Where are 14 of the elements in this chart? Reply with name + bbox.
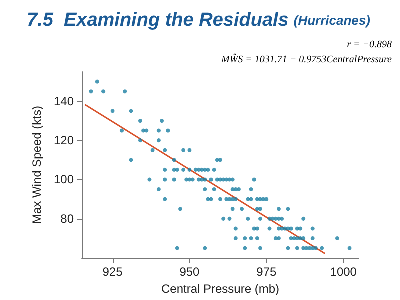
y-tick-label: 120 bbox=[54, 134, 74, 148]
text: MŴS = 1031.71 − 0.9753CentralPressure bbox=[220, 54, 393, 66]
y-axis-title: Max Wind Speed (kts) bbox=[30, 106, 44, 224]
chart-title: 7.5 Examining the Residuals bbox=[27, 10, 289, 31]
y-tick-label: 100 bbox=[54, 172, 74, 187]
chart-subtitle: (Hurricanes) bbox=[294, 13, 370, 28]
x-tick-label: 1000 bbox=[330, 265, 358, 280]
x-tick-label: 925 bbox=[102, 265, 124, 280]
x-axis-title: Central Pressure (mb) bbox=[161, 282, 280, 296]
x-tick-label: 950 bbox=[180, 265, 200, 280]
x-tick-label: 975 bbox=[256, 265, 277, 280]
y-tick-label: 80 bbox=[60, 212, 74, 226]
y-tick-label: 140 bbox=[54, 94, 74, 108]
text: r = −0.898 bbox=[347, 40, 392, 50]
